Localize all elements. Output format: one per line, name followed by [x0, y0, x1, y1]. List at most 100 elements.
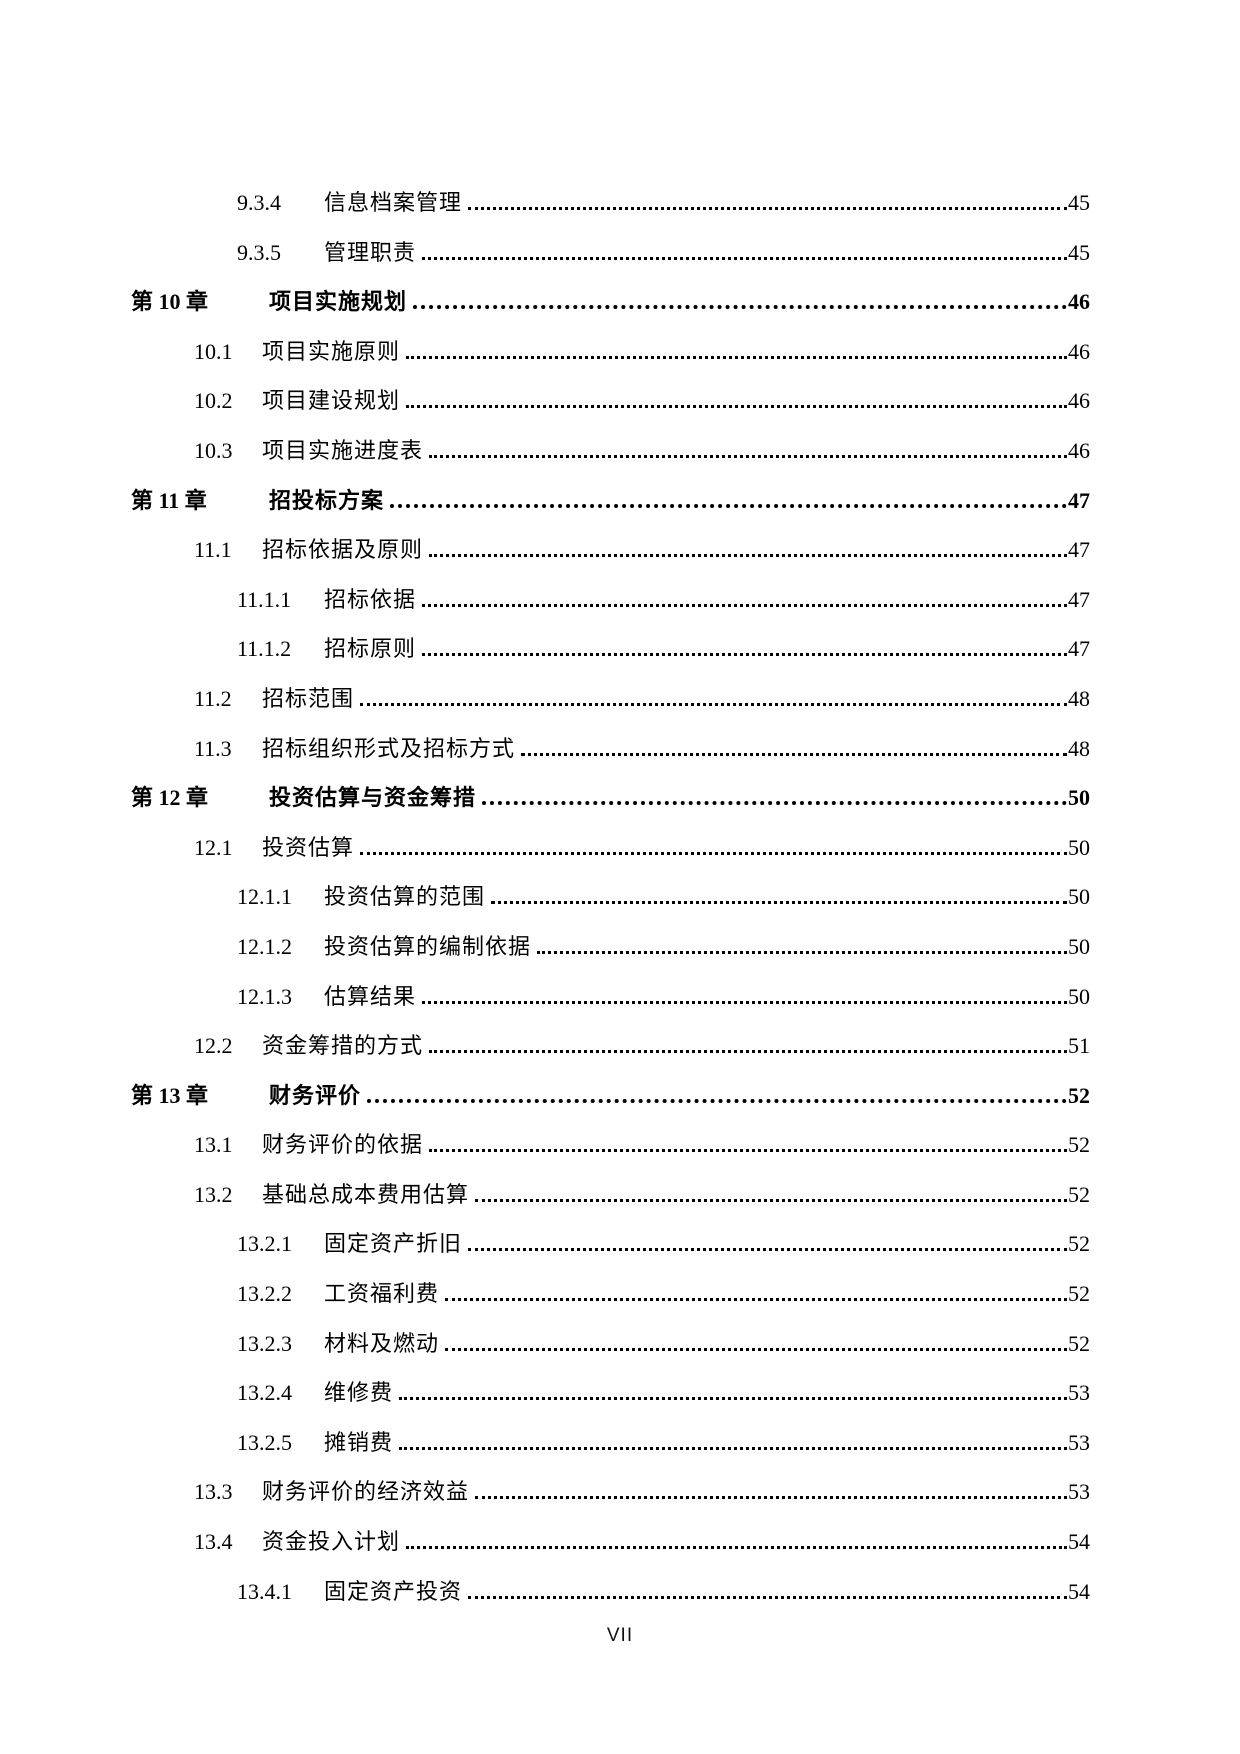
toc-entry-number: 13.2.4 — [237, 1380, 292, 1406]
toc-entry-title: 财务评价 — [269, 1082, 362, 1108]
toc-entry-title: 招标组织形式及招标方式 — [262, 735, 516, 761]
toc-entry-page: 52 — [1068, 1082, 1090, 1108]
toc-entry-page: 47 — [1068, 586, 1090, 612]
toc-leader-dots — [406, 1546, 1067, 1550]
toc-leader-dots — [468, 207, 1067, 210]
toc-entry-title: 投资估算 — [262, 834, 355, 860]
toc-entry-page: 48 — [1068, 685, 1090, 711]
toc-entry-title: 投资估算的范围 — [324, 884, 486, 910]
toc-entry-page: 53 — [1068, 1429, 1090, 1455]
toc-entry-number: 11.1 — [194, 537, 232, 563]
toc-entry-number: 13.2.5 — [237, 1429, 292, 1455]
toc-entry[interactable]: 12.1 投资估算 50 — [194, 823, 1090, 873]
toc-entry[interactable]: 11.1 招标依据及原则 47 — [194, 525, 1090, 575]
toc-entry-title: 估算结果 — [324, 983, 417, 1009]
toc-entry-page: 47 — [1068, 537, 1090, 563]
toc-entry-number: 13.4.1 — [237, 1578, 292, 1604]
toc-entry-title: 维修费 — [324, 1380, 394, 1406]
toc-entry[interactable]: 9.3.5 管理职责 45 — [237, 228, 1090, 278]
toc-entry[interactable]: 12.1.2 投资估算的编制依据 50 — [237, 922, 1090, 972]
toc-leader-dots — [399, 1446, 1067, 1450]
toc-leader-dots — [422, 256, 1067, 260]
toc-leader-dots — [537, 950, 1067, 954]
toc-entry[interactable]: 9.3.4 信息档案管理 45 — [237, 178, 1090, 228]
toc-leader-dots — [360, 851, 1067, 855]
toc-entry-page: 52 — [1068, 1231, 1090, 1257]
toc-entry[interactable]: 13.2 基础总成本费用估算 52 — [194, 1170, 1090, 1220]
toc-entry[interactable]: 12.1.3 估算结果 50 — [237, 972, 1090, 1022]
toc-entry-number: 11.1.2 — [237, 636, 292, 662]
toc-entry[interactable]: 13.1 财务评价的依据 52 — [194, 1120, 1090, 1170]
toc-entry[interactable]: 12.2 资金筹措的方式 51 — [194, 1021, 1090, 1071]
toc-entry-number: 13.2.1 — [237, 1231, 292, 1257]
toc-entry[interactable]: 13.2.3 材料及燃动 52 — [237, 1319, 1090, 1369]
toc-leader-dots — [491, 901, 1067, 905]
toc-leader-dots — [422, 1000, 1067, 1004]
toc-entry-page: 50 — [1068, 785, 1090, 811]
toc-entry-number: 10.1 — [194, 338, 233, 364]
toc-entry-title: 招标依据及原则 — [262, 537, 424, 563]
toc-entry-page: 46 — [1068, 437, 1090, 463]
toc-entry-number: 10.3 — [194, 437, 233, 463]
toc-entry-number: 13.1 — [194, 1132, 233, 1158]
toc-entry-page: 54 — [1068, 1529, 1090, 1555]
toc-entry-number: 13.4 — [194, 1529, 233, 1555]
toc-entry-title: 招投标方案 — [269, 487, 385, 513]
toc-entry-page: 54 — [1068, 1578, 1090, 1604]
toc-entry[interactable]: 第 13 章 财务评价 52 — [131, 1071, 1090, 1121]
toc-entry-number: 12.1.1 — [237, 884, 292, 910]
toc-entry[interactable]: 13.3 财务评价的经济效益 53 — [194, 1467, 1090, 1517]
toc-entry[interactable]: 11.2 招标范围 48 — [194, 674, 1090, 724]
toc-leader-dots — [367, 1098, 1067, 1103]
toc-leader-dots — [422, 653, 1067, 657]
toc-entry-page: 48 — [1068, 735, 1090, 761]
toc-entry-number: 11.3 — [194, 735, 232, 761]
toc-entry[interactable]: 13.2.1 固定资产折旧 52 — [237, 1219, 1090, 1269]
toc-entry[interactable]: 10.3 项目实施进度表 46 — [194, 426, 1090, 476]
toc-entry[interactable]: 11.1.2 招标原则 47 — [237, 624, 1090, 674]
toc-entry[interactable]: 第 10 章 项目实施规划 46 — [131, 277, 1090, 327]
toc-entry-page: 52 — [1068, 1281, 1090, 1307]
toc-leader-dots — [406, 405, 1067, 409]
toc-entry[interactable]: 第 12 章 投资估算与资金筹措 50 — [131, 773, 1090, 823]
toc-entry-page: 50 — [1068, 884, 1090, 910]
toc-entry-number: 13.2.2 — [237, 1281, 292, 1307]
toc-entry-title: 招标依据 — [324, 586, 417, 612]
toc-entry[interactable]: 13.2.2 工资福利费 52 — [237, 1269, 1090, 1319]
toc-entry[interactable]: 第 11 章 招投标方案 47 — [131, 476, 1090, 526]
toc-leader-dots — [360, 702, 1067, 706]
toc-leader-dots — [475, 1496, 1067, 1500]
toc-entry-page: 47 — [1068, 487, 1090, 513]
toc-entry-number: 13.2.3 — [237, 1330, 292, 1356]
toc-entry[interactable]: 11.1.1 招标依据 47 — [237, 575, 1090, 625]
toc-entry-title: 管理职责 — [324, 239, 417, 265]
toc-entry-number: 11.2 — [194, 685, 232, 711]
toc-entry-page: 50 — [1068, 983, 1090, 1009]
toc-entry[interactable]: 13.4.1 固定资产投资 54 — [237, 1567, 1090, 1617]
toc-leader-dots — [413, 305, 1067, 310]
page-number-footer: VII — [606, 1625, 634, 1646]
toc-entry-page: 47 — [1068, 636, 1090, 662]
toc-entry[interactable]: 13.4 资金投入计划 54 — [194, 1517, 1090, 1567]
toc-entry[interactable]: 10.1 项目实施原则 46 — [194, 327, 1090, 377]
toc-entry-number: 10.2 — [194, 388, 233, 414]
toc-leader-dots — [521, 752, 1067, 756]
toc-entry[interactable]: 12.1.1 投资估算的范围 50 — [237, 872, 1090, 922]
toc-entry[interactable]: 11.3 招标组织形式及招标方式 48 — [194, 724, 1090, 774]
toc-entry-page: 50 — [1068, 834, 1090, 860]
toc-entry-page: 53 — [1068, 1380, 1090, 1406]
toc-entry-title: 材料及燃动 — [324, 1330, 440, 1356]
toc-entry-page: 52 — [1068, 1132, 1090, 1158]
toc-entry-number: 9.3.5 — [237, 239, 281, 265]
toc-list: 9.3.4 信息档案管理 45 9.3.5 管理职责 45 第 10 章项目实施规划 46 10… — [131, 178, 1090, 1616]
toc-entry-number: 12.1.3 — [237, 983, 292, 1009]
toc-entry[interactable]: 13.2.5 摊销费 53 — [237, 1418, 1090, 1468]
toc-entry[interactable]: 13.2.4 维修费 53 — [237, 1368, 1090, 1418]
toc-entry-title: 摊销费 — [324, 1429, 394, 1455]
toc-leader-dots — [429, 454, 1067, 458]
toc-leader-dots — [390, 503, 1067, 508]
toc-leader-dots — [475, 1198, 1067, 1202]
toc-entry-title: 信息档案管理 — [324, 190, 463, 215]
toc-entry-page: 53 — [1068, 1479, 1090, 1505]
toc-entry[interactable]: 10.2 项目建设规划 46 — [194, 376, 1090, 426]
